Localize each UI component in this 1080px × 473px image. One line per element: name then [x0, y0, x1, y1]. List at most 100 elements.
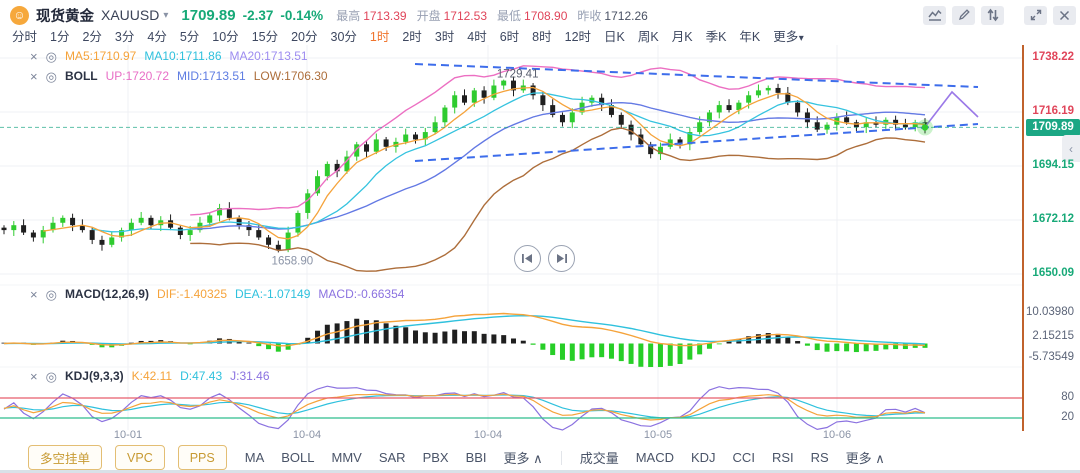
timeframe-tab-1时[interactable]: 1时	[369, 29, 390, 44]
sub-axis-tick: 2.15215	[1032, 330, 1074, 342]
timeframe-tab-日K[interactable]: 日K	[604, 29, 625, 44]
axis-spine	[1022, 45, 1024, 431]
price-tick: 1672.12	[1032, 213, 1074, 225]
close-icon[interactable]: ×	[30, 286, 38, 302]
timeframe-tab-6时[interactable]: 6时	[499, 29, 520, 44]
timeframe-tab-周K[interactable]: 周K	[637, 29, 659, 44]
price-tick: 1738.22	[1032, 51, 1074, 63]
sub-更多∧[interactable]: 更多 ∧	[845, 451, 885, 466]
timeframe-tab-30分[interactable]: 30分	[330, 29, 357, 44]
timeframe-tab-2时[interactable]: 2时	[402, 29, 422, 44]
timeframe-tab-1分[interactable]: 1分	[50, 29, 70, 44]
sub-RS[interactable]: RS	[810, 450, 829, 465]
close-icon[interactable]: ×	[30, 48, 38, 64]
legend-value: DEA:-1.07149	[235, 287, 311, 301]
svg-text:10-06: 10-06	[823, 429, 851, 441]
skip-to-start-button[interactable]	[514, 245, 541, 272]
timeframe-tab-12时[interactable]: 12时	[564, 29, 592, 44]
legend-value: J:31.46	[230, 369, 270, 383]
sub-RSI[interactable]: RSI	[771, 450, 794, 465]
timeframe-tab-10分[interactable]: 10分	[212, 29, 239, 44]
timeframe-more-menu[interactable]: 更多 ▾	[773, 29, 804, 44]
timeframe-tab-8时[interactable]: 8时	[532, 29, 552, 44]
current-price-badge: 1709.89	[1026, 119, 1080, 136]
gear-icon[interactable]: ◎	[45, 48, 57, 64]
svg-text:10-01: 10-01	[114, 429, 142, 441]
timeframe-tab-分时[interactable]: 分时	[12, 29, 38, 44]
avatar-icon[interactable]: ☺	[10, 5, 29, 25]
sub-MACD[interactable]: MACD	[635, 450, 674, 465]
price-tick: 1694.15	[1032, 159, 1074, 171]
svg-text:10-04: 10-04	[293, 429, 321, 441]
stat-最低: 最低 1708.90	[497, 8, 568, 23]
overlay-PBX[interactable]: PBX	[422, 450, 449, 465]
close-icon[interactable]: ×	[30, 68, 38, 84]
legend-ma: × ◎ MA5:1710.97 MA10:1711.86 MA20:1713.51	[30, 49, 308, 63]
tool-button-PPS[interactable]: PPS	[177, 445, 227, 470]
bottom-strip	[0, 470, 1080, 473]
sub-KDJ[interactable]: KDJ	[690, 450, 716, 465]
timeframe-tab-4分[interactable]: 4分	[147, 29, 167, 44]
legend-boll: × ◎ BOLL UP:1720.72 MID:1713.51 LOW:1706.30	[30, 69, 328, 83]
timeframe-tab-20分[interactable]: 20分	[291, 29, 318, 44]
price-tick: 1716.19	[1032, 105, 1074, 117]
stat-最高: 最高 1713.39	[336, 8, 407, 23]
gear-icon[interactable]: ◎	[45, 368, 57, 384]
divider	[560, 450, 562, 465]
timeframe-tab-2分[interactable]: 2分	[82, 29, 102, 44]
collapse-panel-handle[interactable]: ‹	[1062, 135, 1080, 162]
legend-kdj: × ◎ KDJ(9,3,3) K:42.11 D:47.43 J:31.46	[30, 369, 270, 383]
svg-text:1658.90: 1658.90	[272, 255, 314, 267]
stat-开盘: 开盘 1712.53	[416, 8, 487, 23]
timeframe-tab-年K[interactable]: 年K	[739, 29, 761, 44]
legend-title: KDJ(9,3,3)	[64, 369, 124, 383]
timeframe-tab-5分[interactable]: 5分	[179, 29, 200, 44]
header: ☺ 现货黄金 XAUUSD ▾ 1709.89 -2.37 -0.14% 最高 1…	[10, 2, 1076, 28]
stat-昨收: 昨收 1712.26	[577, 8, 648, 23]
skip-to-end-button[interactable]	[548, 245, 575, 272]
gear-icon[interactable]: ◎	[45, 286, 57, 302]
sub-CCI[interactable]: CCI	[732, 450, 755, 465]
tool-button-多空挂单[interactable]: 多空挂单	[28, 445, 103, 470]
compare-icon[interactable]	[981, 5, 1004, 25]
draw-icon[interactable]	[952, 5, 975, 25]
legend-value: LOW:1706.30	[253, 69, 328, 83]
timeframe-tab-月K[interactable]: 月K	[671, 29, 693, 44]
daily-stats: 最高 1713.39 开盘 1712.53 最低 1708.90 昨收 1712.26	[336, 7, 648, 24]
sub-axis-tick: 20	[1061, 411, 1074, 423]
close-icon[interactable]	[1053, 5, 1076, 25]
overlay-SAR[interactable]: SAR	[378, 450, 406, 465]
overlay-MMV[interactable]: MMV	[331, 450, 362, 465]
chart-type-icon[interactable]	[923, 5, 946, 25]
legend-value: MA10:1711.86	[144, 49, 222, 63]
overlay-更多∧[interactable]: 更多 ∧	[503, 451, 543, 466]
overlay-indicator-menu: MA BOLL MMV SAR PBX BBI 更多 ∧	[245, 448, 543, 467]
overlay-BOLL[interactable]: BOLL	[281, 450, 315, 465]
timeframe-tab-季K[interactable]: 季K	[705, 29, 727, 44]
fullscreen-icon[interactable]	[1024, 5, 1047, 25]
header-toolbar	[923, 5, 1076, 25]
timeframe-tab-3分[interactable]: 3分	[114, 29, 135, 44]
close-icon[interactable]: ×	[30, 368, 38, 384]
legend-value: MA5:1710.97	[64, 49, 137, 63]
timeframe-tab-3时[interactable]: 3时	[434, 29, 455, 44]
svg-text:10-04: 10-04	[474, 429, 502, 441]
overlay-BBI[interactable]: BBI	[465, 450, 487, 465]
instrument-symbol[interactable]: XAUUSD	[101, 7, 160, 23]
svg-text:1729.41: 1729.41	[497, 69, 539, 81]
legend-value: K:42.11	[131, 369, 173, 383]
timeframe-tab-4时[interactable]: 4时	[467, 29, 487, 44]
order-buttons: 多空挂单 VPC PPS	[28, 445, 227, 470]
main-chart-canvas[interactable]: 10-01 10-04 10-04 10-05 10-06 1729.41 1658.90	[0, 45, 1030, 445]
legend-value: DIF:-1.40325	[156, 287, 228, 301]
sub-axis-tick: -5.73549	[1028, 351, 1074, 363]
chevron-down-icon[interactable]: ▾	[163, 9, 169, 21]
sub-axis-tick: 80	[1061, 391, 1074, 403]
sub-成交量[interactable]: 成交量	[579, 451, 619, 466]
overlay-MA[interactable]: MA	[244, 450, 265, 465]
gear-icon[interactable]: ◎	[45, 68, 57, 84]
bottom-toolbar: 多空挂单 VPC PPS MA BOLL MMV SAR PBX BBI 更多 ∧ 成交量 MAC…	[0, 445, 1080, 470]
playback-controls	[514, 245, 575, 272]
timeframe-tab-15分[interactable]: 15分	[251, 29, 279, 44]
tool-button-VPC[interactable]: VPC	[115, 445, 165, 470]
